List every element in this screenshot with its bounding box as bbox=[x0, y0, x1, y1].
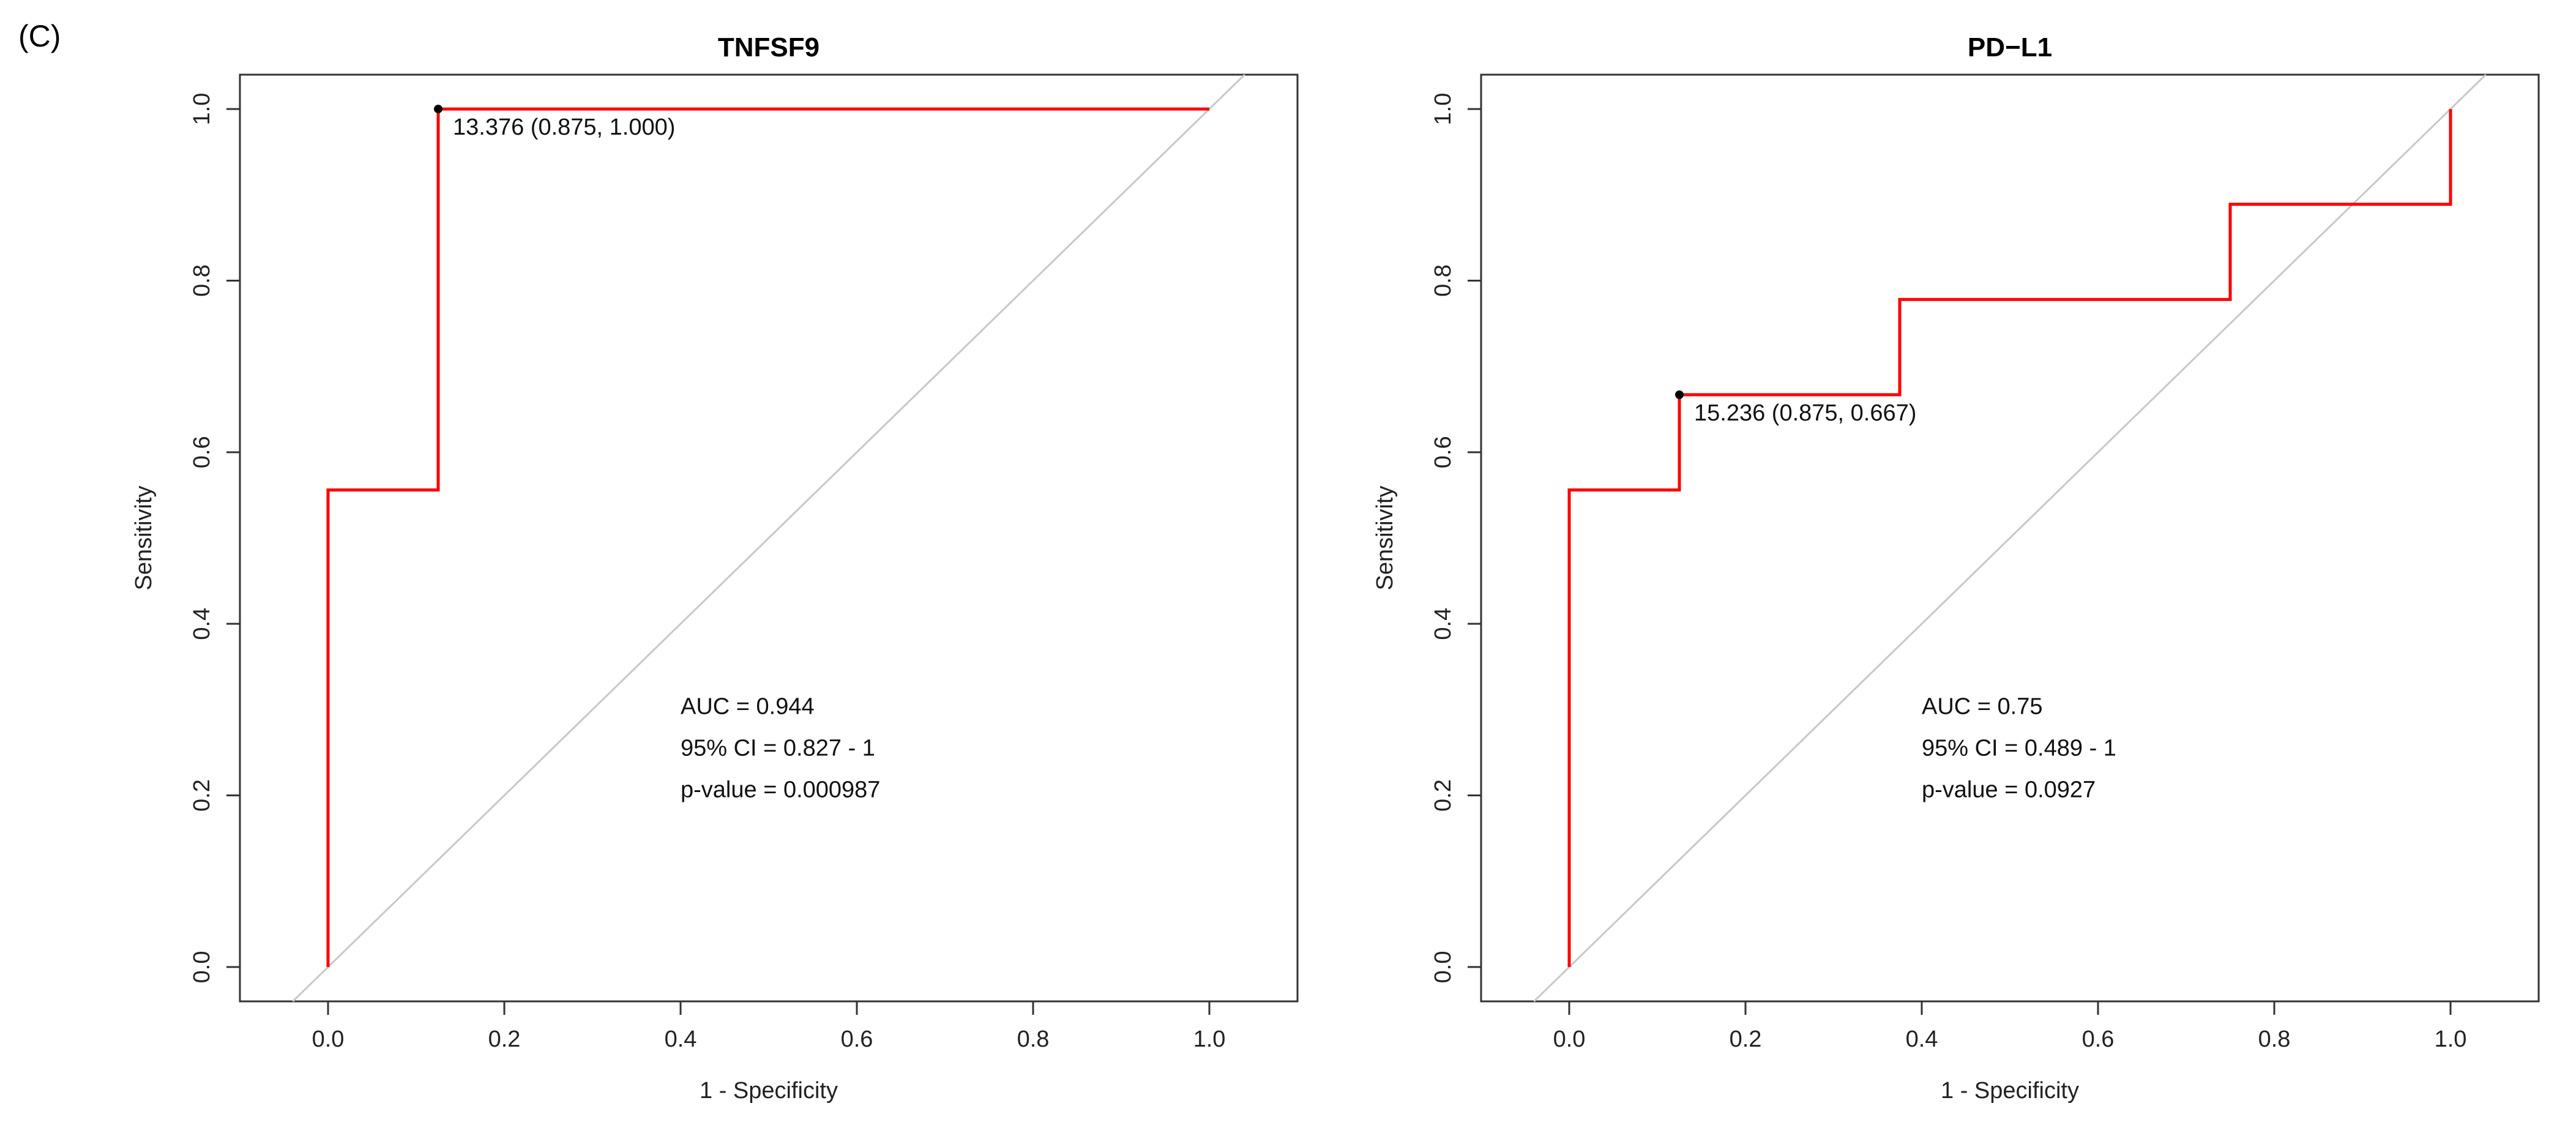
y-tick-label: 0.4 bbox=[189, 608, 215, 640]
y-axis-label: Sensitivity bbox=[131, 485, 157, 590]
ci-label: 95% CI = 0.489 - 1 bbox=[1922, 735, 2116, 761]
y-tick-label: 1.0 bbox=[189, 93, 215, 125]
auc-label: AUC = 0.75 bbox=[1922, 693, 2043, 719]
x-tick-label: 0.6 bbox=[2082, 1026, 2115, 1052]
chance-diagonal-line bbox=[292, 73, 1245, 1003]
figure-panel-label: (C) bbox=[18, 19, 61, 53]
x-tick-label: 0.4 bbox=[1906, 1026, 1938, 1052]
y-tick-label: 0.4 bbox=[1430, 608, 1456, 640]
y-tick-label: 1.0 bbox=[1430, 93, 1456, 125]
p-value-label: p-value = 0.000987 bbox=[681, 777, 880, 802]
ci-label: 95% CI = 0.827 - 1 bbox=[681, 735, 875, 761]
cutoff-label: 13.376 (0.875, 1.000) bbox=[453, 114, 675, 140]
x-axis-label: 1 - Specificity bbox=[1941, 1078, 2079, 1104]
x-tick-label: 0.8 bbox=[1017, 1026, 1050, 1052]
chart-title: TNFSF9 bbox=[718, 32, 819, 62]
x-tick-label: 1.0 bbox=[2435, 1026, 2467, 1052]
x-tick-label: 0.2 bbox=[488, 1026, 521, 1052]
y-tick-label: 0.2 bbox=[189, 779, 215, 812]
y-tick-label: 0.0 bbox=[189, 951, 215, 984]
p-value-label: p-value = 0.0927 bbox=[1922, 777, 2096, 802]
x-tick-label: 0.4 bbox=[665, 1026, 697, 1052]
y-tick-label: 0.8 bbox=[189, 264, 215, 297]
y-tick-label: 0.8 bbox=[1430, 264, 1456, 297]
y-tick-label: 0.0 bbox=[1430, 951, 1456, 984]
chance-diagonal-line bbox=[1533, 73, 2487, 1003]
roc-curve-line bbox=[1567, 109, 2452, 967]
auc-label: AUC = 0.944 bbox=[681, 693, 815, 719]
x-tick-label: 0.0 bbox=[1553, 1026, 1586, 1052]
x-tick-label: 0.2 bbox=[1730, 1026, 1762, 1052]
y-tick-label: 0.6 bbox=[1430, 436, 1456, 468]
cutoff-label: 15.236 (0.875, 0.667) bbox=[1694, 400, 1916, 426]
roc-curve-line bbox=[326, 107, 1209, 967]
y-axis-label: Sensitivity bbox=[1372, 485, 1398, 590]
cutoff-point bbox=[434, 105, 442, 114]
x-tick-label: 0.8 bbox=[2258, 1026, 2291, 1052]
y-tick-label: 0.2 bbox=[1430, 779, 1456, 812]
x-tick-label: 0.0 bbox=[312, 1026, 345, 1052]
x-axis-label: 1 - Specificity bbox=[700, 1078, 838, 1104]
x-tick-label: 1.0 bbox=[1193, 1026, 1226, 1052]
chart-title: PD−L1 bbox=[1968, 32, 2052, 62]
cutoff-point bbox=[1675, 390, 1684, 399]
x-tick-label: 0.6 bbox=[841, 1026, 873, 1052]
plot-frame bbox=[239, 73, 1299, 1003]
y-tick-label: 0.6 bbox=[189, 436, 215, 468]
plot-frame bbox=[1480, 73, 2540, 1003]
